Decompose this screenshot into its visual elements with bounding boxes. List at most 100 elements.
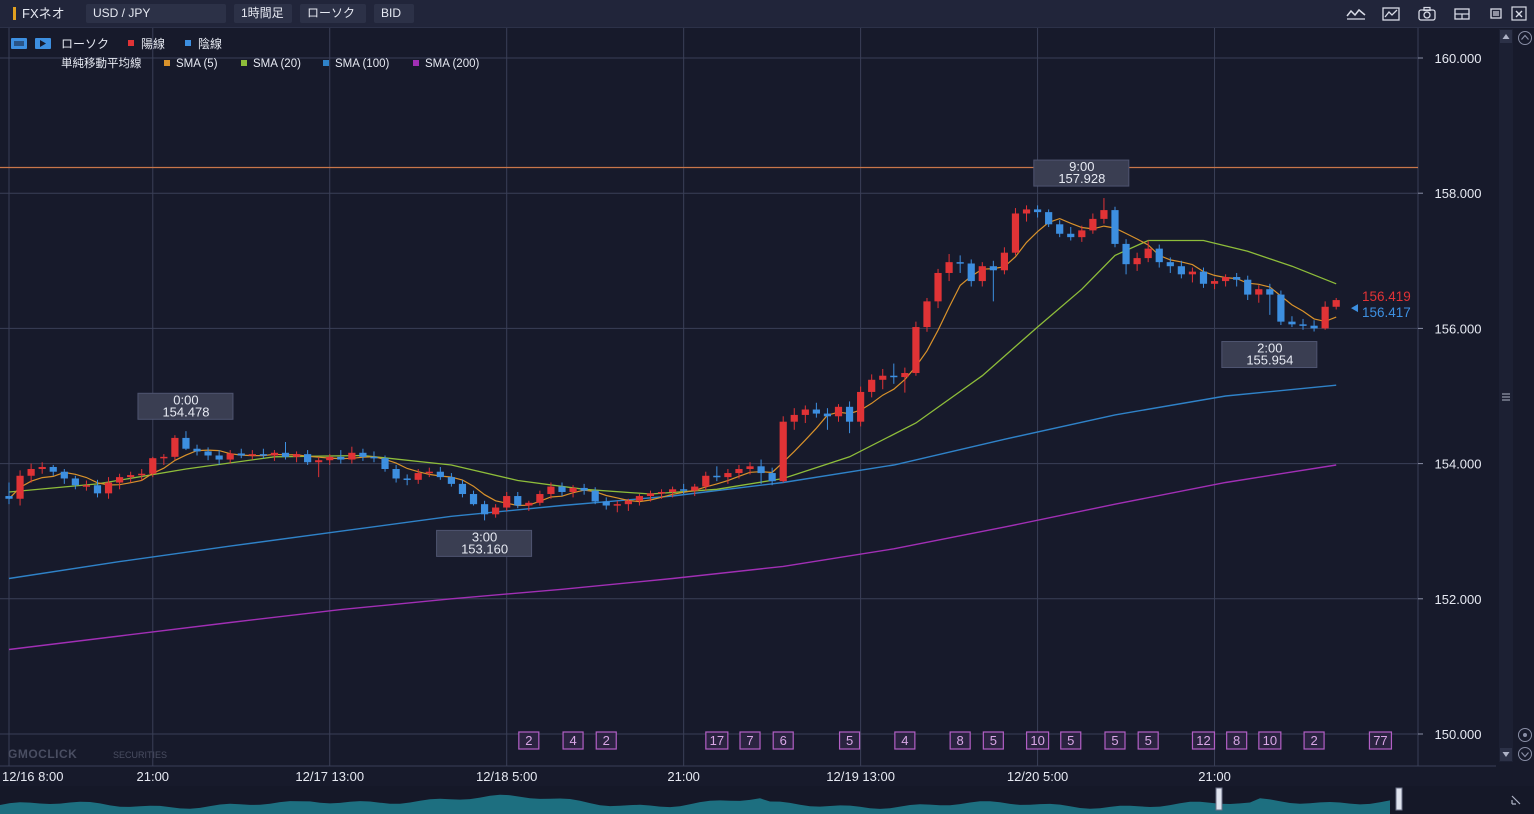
candle-body — [901, 373, 909, 378]
candle-body — [1288, 321, 1296, 325]
event-marker-box[interactable] — [949, 731, 971, 750]
candle-body — [370, 456, 378, 459]
event-marker-box[interactable] — [705, 731, 729, 750]
event-marker-box[interactable] — [1368, 731, 1393, 750]
event-marker[interactable]: 10 — [1025, 731, 1050, 750]
candle — [713, 466, 721, 482]
candle-body — [348, 452, 356, 460]
event-marker[interactable]: 2 — [595, 731, 617, 750]
event-marker-box[interactable] — [1137, 731, 1159, 750]
price-type-button[interactable]: BID — [374, 4, 414, 23]
navigator-bar[interactable] — [0, 786, 1534, 814]
event-marker-box[interactable] — [772, 731, 794, 750]
candle-body — [16, 475, 24, 499]
candle — [691, 483, 699, 497]
navigator-right-handle[interactable] — [1395, 787, 1403, 811]
event-marker[interactable]: 8 — [1226, 731, 1248, 750]
candle-body — [359, 452, 367, 457]
candle — [127, 471, 135, 483]
last-price-bid: 156.419 — [1362, 289, 1411, 304]
candle — [38, 462, 46, 474]
candle — [1233, 272, 1241, 287]
candle — [1033, 205, 1042, 218]
candle — [248, 450, 256, 460]
candle-body — [27, 469, 35, 476]
candle-body — [1045, 212, 1053, 225]
event-marker[interactable]: 5 — [982, 731, 1004, 750]
event-marker-box[interactable] — [1191, 731, 1216, 750]
expand-icon[interactable] — [1511, 795, 1521, 805]
chart-type-button[interactable]: ローソク — [300, 4, 366, 23]
candle-body — [304, 454, 312, 463]
y-axis: 160.000 158.000 156.000 154.000 152.000 150.0… — [1418, 51, 1482, 742]
candle-body — [270, 452, 279, 456]
reset-view-icon[interactable] — [1517, 727, 1533, 743]
event-marker[interactable]: 8 — [949, 731, 971, 750]
restore-window-icon[interactable] — [1485, 4, 1507, 23]
event-marker-box[interactable] — [1104, 731, 1126, 750]
x-tick-label: 21:00 — [137, 769, 170, 784]
close-window-icon[interactable] — [1508, 4, 1530, 23]
symbol-select[interactable]: USD / JPY — [86, 4, 226, 23]
candle — [857, 386, 865, 427]
camera-icon[interactable] — [1416, 4, 1438, 23]
indicator-icon[interactable] — [1345, 4, 1367, 23]
event-marker-box[interactable] — [1226, 731, 1248, 750]
event-marker[interactable]: 77 — [1368, 731, 1393, 750]
zoom-out-icon[interactable] — [1517, 746, 1533, 762]
x-tick-label: 12/17 13:00 — [295, 769, 364, 784]
event-marker-box[interactable] — [1303, 731, 1325, 750]
candle — [503, 491, 511, 511]
event-markers[interactable]: 2 4 2 17 7 6 5 4 8 5 10 5 5 5 12 8 10 2 77 — [518, 731, 1393, 750]
event-marker-count: 2 — [525, 733, 532, 748]
navigator-left-handle[interactable] — [1215, 787, 1223, 811]
timeframe-button[interactable]: 1時間足 — [234, 4, 292, 23]
candle — [646, 490, 655, 502]
event-marker[interactable]: 5 — [1104, 731, 1126, 750]
vertical-scrollbar[interactable] — [1499, 29, 1513, 762]
price-extreme-time: 3:00 — [472, 529, 497, 544]
zoom-in-icon[interactable] — [1517, 30, 1533, 46]
candle — [1277, 290, 1285, 326]
candle-body — [281, 452, 290, 457]
event-marker-box[interactable] — [1025, 731, 1050, 750]
layout-icon[interactable] — [1451, 4, 1473, 23]
event-marker[interactable]: 5 — [1137, 731, 1159, 750]
event-marker-box[interactable] — [894, 731, 916, 750]
candle-body — [735, 469, 743, 474]
event-marker-box[interactable] — [1258, 731, 1282, 750]
y-tick-label: 150.000 — [1435, 727, 1482, 742]
event-marker[interactable]: 4 — [562, 731, 584, 750]
candle-body — [1199, 271, 1208, 284]
candle-body — [912, 327, 920, 374]
draw-tool-icon[interactable] — [1380, 4, 1402, 23]
event-marker-box[interactable] — [1060, 731, 1082, 750]
event-marker-box[interactable] — [838, 731, 861, 750]
navigator-area — [0, 794, 1390, 814]
event-marker[interactable]: 10 — [1258, 731, 1282, 750]
candle — [956, 255, 964, 273]
candle — [5, 482, 13, 505]
candle — [1199, 267, 1208, 288]
candle — [1321, 301, 1329, 330]
event-marker-box[interactable] — [595, 731, 617, 750]
event-marker[interactable]: 12 — [1191, 731, 1216, 750]
event-marker[interactable]: 2 — [518, 731, 540, 750]
event-marker[interactable]: 4 — [894, 731, 916, 750]
scroll-grip-icon[interactable] — [1502, 393, 1510, 401]
candle — [215, 450, 223, 465]
event-marker-box[interactable] — [982, 731, 1004, 750]
event-marker[interactable]: 5 — [838, 731, 861, 750]
candle-body — [834, 406, 843, 417]
event-marker-box[interactable] — [562, 731, 584, 750]
candles — [5, 198, 1340, 521]
event-marker[interactable]: 6 — [772, 731, 794, 750]
event-marker[interactable]: 5 — [1060, 731, 1082, 750]
event-marker-box[interactable] — [739, 731, 761, 750]
event-marker[interactable]: 7 — [739, 731, 761, 750]
event-marker[interactable]: 2 — [1303, 731, 1325, 750]
event-marker-box[interactable] — [518, 731, 540, 750]
event-marker[interactable]: 17 — [705, 731, 729, 750]
candle — [1310, 320, 1318, 332]
